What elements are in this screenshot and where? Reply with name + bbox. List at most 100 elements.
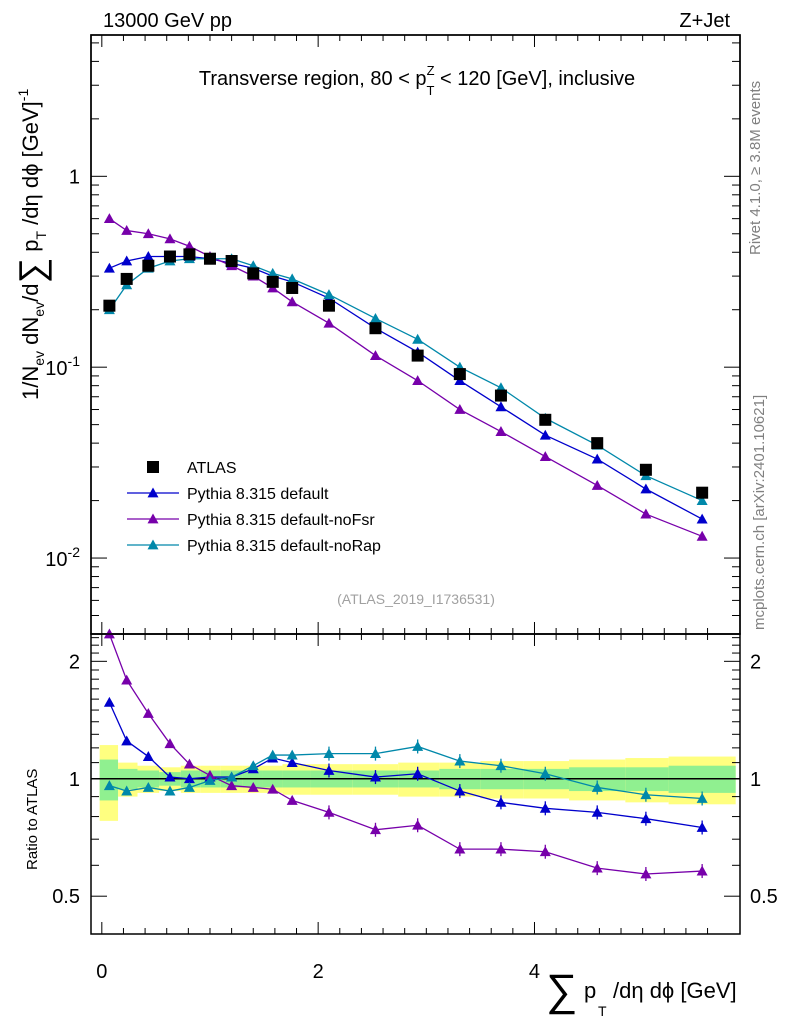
series-0-point: [591, 453, 603, 464]
legend-label: Pythia 8.315 default: [187, 486, 329, 503]
atlas-data-point: [142, 259, 155, 272]
legend-label: Pythia 8.315 default-noFsr: [187, 512, 375, 529]
ratio-2-point: [103, 780, 115, 791]
ratio-1-point: [164, 738, 176, 749]
main-plot-area: [103, 213, 709, 541]
ratio-2-point: [267, 749, 279, 760]
series-1-point: [323, 317, 335, 328]
atlas-data-point: [286, 281, 299, 294]
series-1-point: [103, 213, 115, 224]
series-0-point: [495, 401, 507, 412]
atlas-data-point: [203, 252, 216, 265]
y-tick-label-0.01: 10-2: [45, 544, 80, 571]
ratio-1-point: [591, 862, 603, 873]
ratio-1-point: [204, 769, 216, 780]
legend-marker: [147, 539, 159, 550]
ratio-2-point: [640, 789, 652, 800]
ratio-1-point: [640, 868, 652, 879]
ratio-0-point: [369, 771, 381, 782]
ratio-0-point: [121, 735, 133, 746]
ratio-1-point: [183, 758, 195, 769]
ratio-1-point: [121, 674, 133, 685]
series-2-point: [696, 495, 708, 505]
series-1-point: [369, 350, 381, 360]
ratio-2-point: [591, 781, 603, 792]
series-2-point: [369, 312, 381, 323]
ratio-0-point: [495, 796, 507, 807]
ratio-2-point: [226, 771, 238, 782]
ratio-2-point: [121, 785, 133, 796]
ylabel-part: 1/N: [18, 366, 43, 400]
ratio-tick-label-left: 1: [69, 769, 80, 791]
ratio-band-inner: [99, 759, 119, 801]
ratio-line-1: [108, 633, 703, 875]
ratio-0-point: [286, 757, 298, 768]
analysis-watermark: (ATLAS_2019_I1736531): [337, 591, 495, 607]
ratio-0-point: [539, 802, 551, 813]
ratio-2-point: [696, 793, 708, 803]
ratio-0-point: [454, 785, 466, 796]
series-0-point: [142, 251, 154, 261]
ratio-0-point: [591, 806, 603, 817]
atlas-data-point: [369, 322, 382, 335]
series-1-point: [164, 233, 176, 244]
title-sub: T: [427, 83, 435, 98]
ratio-0-point: [640, 813, 652, 824]
series-2-point: [286, 273, 298, 284]
header-right: Z+Jet: [679, 10, 730, 32]
series-0-point: [640, 483, 652, 494]
series-0-point: [454, 375, 466, 386]
main-panel-frame: [90, 34, 741, 635]
header-left: 13000 GeV pp: [103, 10, 232, 32]
title-sup: Z: [427, 63, 435, 78]
ratio-0-point: [103, 696, 115, 707]
atlas-data-point: [591, 437, 604, 450]
series-2-point: [412, 333, 424, 344]
ratio-0-point: [696, 821, 708, 832]
series-1-point: [121, 225, 133, 235]
atlas-data-point: [494, 389, 507, 402]
ratio-1-point: [539, 846, 551, 857]
atlas-data-point: [163, 250, 176, 263]
x-tick-label: 2: [313, 961, 324, 983]
ratio-1-point: [454, 843, 466, 854]
ratio-1-point: [267, 783, 279, 794]
series-1-point: [286, 296, 298, 307]
svg-text:p: p: [584, 978, 596, 1003]
atlas-data-point: [639, 463, 652, 476]
main-panel-border: [90, 34, 741, 635]
ratio-2-point: [247, 760, 259, 771]
series-1-point: [591, 479, 603, 490]
ratio-1-point: [696, 865, 708, 876]
legend-label: ATLAS: [187, 460, 237, 477]
ratio-1-point: [286, 794, 298, 805]
ratio-1-point: [369, 824, 381, 835]
mcplots-label: mcplots.cern.ch [arXiv:2401.10621]: [751, 395, 768, 630]
ratio-tick-label-right: 0.5: [750, 886, 778, 908]
chart-title: Transverse region, 80 < pZ T < 120 [GeV],…: [199, 63, 635, 98]
series-1-point: [454, 404, 466, 414]
series-1-point: [696, 530, 708, 541]
atlas-data-point: [247, 267, 260, 280]
legend-marker: [147, 513, 159, 524]
legend-marker: [147, 487, 159, 498]
axes: 0 2 4 1 10-1 10-2 0.5 0.5 1 1 2 2: [45, 35, 778, 983]
ratio-2-point: [539, 768, 551, 779]
series-1-point: [183, 240, 195, 251]
ratio-tick-label-right: 1: [750, 769, 761, 791]
ratio-2-point: [183, 781, 195, 792]
series-0-point: [103, 262, 115, 273]
atlas-data-point: [183, 248, 196, 261]
ratio-2-point: [204, 774, 216, 785]
y-axis-label: 1/Nev dNev/d∑ pT /dη dϕ [GeV]-1: [11, 89, 52, 400]
series-2-point: [323, 289, 335, 300]
ratio-plot-area: [91, 628, 740, 881]
ratio-tick-label-left: 0.5: [52, 886, 80, 908]
ratio-2-point: [369, 748, 381, 759]
y-tick-label-0.1: 10-1: [45, 353, 80, 380]
atlas-data-point: [266, 275, 279, 288]
series-1-point: [142, 228, 154, 239]
atlas-data-point: [322, 299, 335, 312]
title-part-1: Transverse region, 80 < p: [199, 68, 427, 90]
